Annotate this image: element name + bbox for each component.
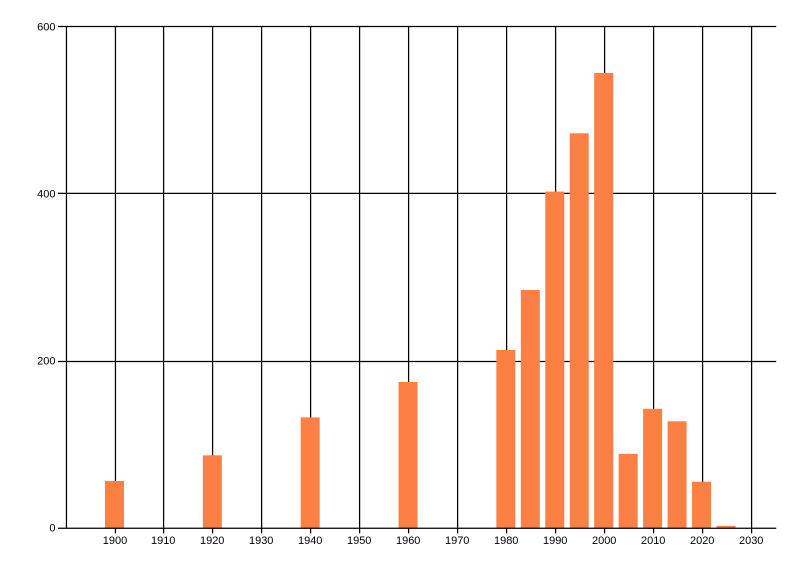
svg-text:1920: 1920 <box>200 535 224 547</box>
svg-text:1950: 1950 <box>347 535 371 547</box>
svg-text:1970: 1970 <box>445 535 469 547</box>
svg-text:1910: 1910 <box>151 535 175 547</box>
svg-text:1940: 1940 <box>298 535 322 547</box>
svg-text:2010: 2010 <box>641 535 665 547</box>
svg-text:600: 600 <box>37 21 55 33</box>
svg-text:400: 400 <box>37 188 55 200</box>
svg-text:1900: 1900 <box>103 535 127 547</box>
svg-text:1960: 1960 <box>396 535 420 547</box>
svg-text:0: 0 <box>49 522 55 534</box>
svg-text:200: 200 <box>37 355 55 367</box>
svg-text:2000: 2000 <box>592 535 616 547</box>
svg-text:1980: 1980 <box>494 535 518 547</box>
svg-text:2020: 2020 <box>690 535 714 547</box>
svg-text:1990: 1990 <box>543 535 567 547</box>
svg-text:2030: 2030 <box>739 535 763 547</box>
svg-text:1930: 1930 <box>249 535 273 547</box>
